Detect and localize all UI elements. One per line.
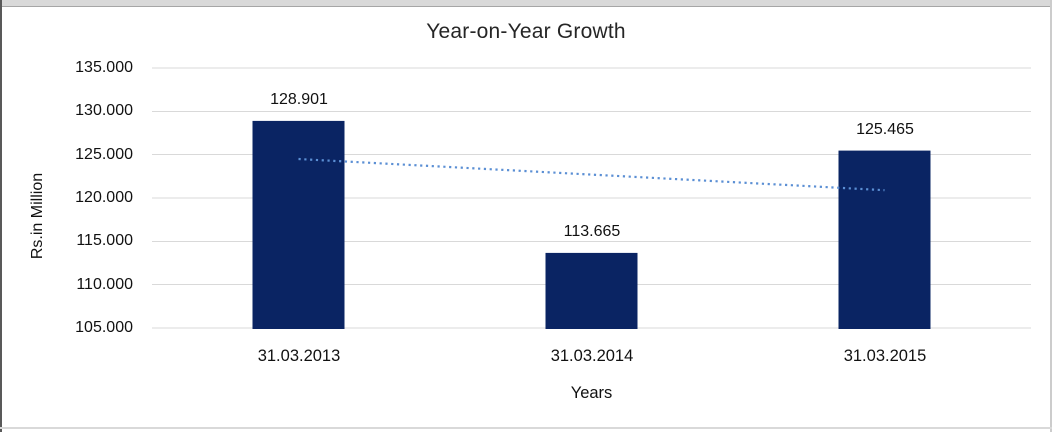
right-border (1050, 0, 1052, 432)
top-border-strip (0, 0, 1052, 6)
bar-31.03.2014[interactable] (545, 252, 638, 329)
left-border (0, 0, 2, 432)
y-axis-title: Rs.in Million (29, 172, 46, 260)
bar-31.03.2013[interactable] (252, 120, 345, 330)
chart-title: Year-on-Year Growth (426, 20, 626, 43)
bottom-border (0, 427, 1052, 429)
top-border-line (0, 6, 1052, 7)
trendline[interactable] (298, 157, 885, 192)
bar-31.03.2015[interactable] (838, 150, 931, 329)
x-axis-title: Years (570, 384, 613, 402)
